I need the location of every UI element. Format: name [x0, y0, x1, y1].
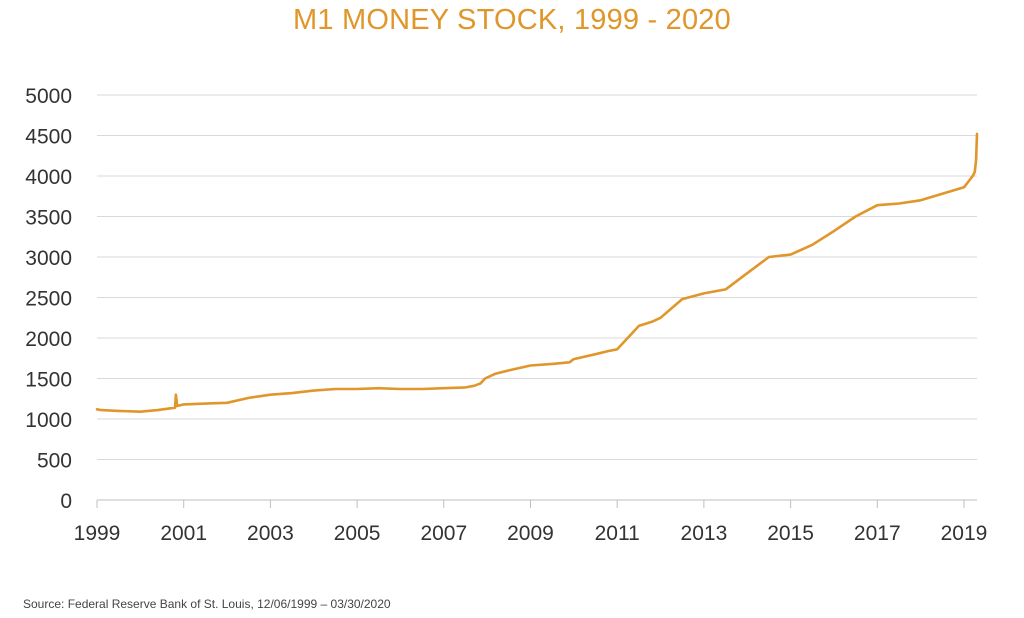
- source-note: Source: Federal Reserve Bank of St. Loui…: [23, 597, 391, 611]
- x-tick-label: 2011: [595, 522, 640, 545]
- series-line-0: [95, 132, 979, 414]
- x-tick-label: 2019: [941, 522, 988, 545]
- x-tick-label: 1999: [74, 522, 121, 545]
- y-tick-label: 5000: [25, 85, 72, 108]
- x-tick-label: 2001: [160, 522, 207, 545]
- y-tick-label: 1500: [25, 369, 72, 392]
- x-tick-label: 2015: [767, 522, 814, 545]
- y-tick-label: 4000: [25, 166, 72, 189]
- x-tick-label: 2007: [420, 522, 467, 545]
- x-axis: 1999 2001 2003 2005 2007 2009 2011 2013 2015 2017…: [74, 499, 988, 545]
- x-tick-label: 2009: [507, 522, 554, 545]
- x-tick-label: 2013: [681, 522, 728, 545]
- y-tick-label: 0: [60, 490, 72, 513]
- y-tick-label: 4500: [25, 126, 72, 149]
- y-axis: 0 500 1000 1500 2000 2500 3000 3500 4000 4500 5000: [25, 85, 72, 513]
- y-tick-label: 3000: [25, 247, 72, 270]
- y-tick-label: 3500: [25, 207, 72, 230]
- x-tick-label: 2003: [247, 522, 294, 545]
- chart-title: M1 MONEY STOCK, 1999 - 2020: [293, 4, 731, 36]
- x-tick-label: 2017: [854, 522, 901, 545]
- y-tick-label: 2000: [25, 328, 72, 351]
- gridlines: [97, 94, 977, 460]
- x-tick-label: 2005: [334, 522, 381, 545]
- series-layer: [95, 132, 979, 414]
- y-tick-label: 2500: [25, 288, 72, 311]
- y-tick-label: 1000: [25, 409, 72, 432]
- y-tick-label: 500: [37, 450, 72, 473]
